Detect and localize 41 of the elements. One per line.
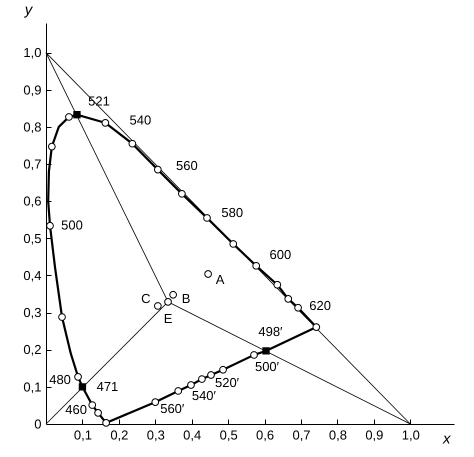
y-tick-label: 0,3 (23, 305, 42, 320)
x-tick-label: 0,2 (110, 428, 128, 442)
x-tick-label: 0,1 (74, 428, 92, 442)
annotation: B (182, 290, 190, 306)
annotation: 500′ (254, 358, 280, 374)
annotation: 540′ (192, 388, 217, 404)
y-tick-label: 1,0 (23, 45, 42, 60)
y-tick-label: 0,9 (23, 82, 42, 98)
x-tick-label: 0,7 (292, 428, 311, 442)
y-tick-label: 0 (34, 416, 42, 432)
annotation: 580 (221, 204, 244, 220)
annotation: C (141, 290, 151, 306)
x-tick-label: 0,5 (220, 428, 238, 442)
annotation: 540 (129, 112, 152, 128)
x-tick-label: 0,8 (328, 428, 347, 442)
annotation: E (164, 310, 173, 326)
annotation: 498′ (258, 324, 284, 340)
x-tick-label: 0,4 (183, 428, 202, 442)
annotation: A (216, 272, 225, 287)
y-tick-label: 0,5 (23, 230, 42, 246)
y-tick-label: 0,1 (23, 379, 42, 394)
x-tick-label: 0,9 (365, 428, 384, 442)
y-tick-label: 0,7 (23, 156, 42, 172)
y-tick-label: 0,8 (23, 119, 42, 134)
x-tick-label: 0,6 (256, 428, 274, 442)
y-axis-title: y (24, 2, 34, 18)
annotation: 500 (61, 218, 83, 233)
annotation: 600 (269, 246, 292, 262)
annotation: 620 (309, 298, 331, 313)
annotation: 460 (65, 402, 87, 417)
x-tick-label: 1,0 (402, 428, 420, 442)
x-tick-label: 0,3 (146, 428, 165, 442)
annotation: 560′ (160, 401, 185, 416)
annotation: 480 (49, 372, 71, 387)
y-tick-label: 0,6 (23, 194, 42, 209)
annotation: 471 (96, 378, 118, 394)
annotation: 560 (176, 158, 198, 173)
y-tick-label: 0,2 (23, 342, 42, 358)
y-tick-label: 0,4 (23, 268, 42, 283)
x-axis-title: x (442, 430, 451, 448)
annotation: 520′ (214, 374, 240, 390)
